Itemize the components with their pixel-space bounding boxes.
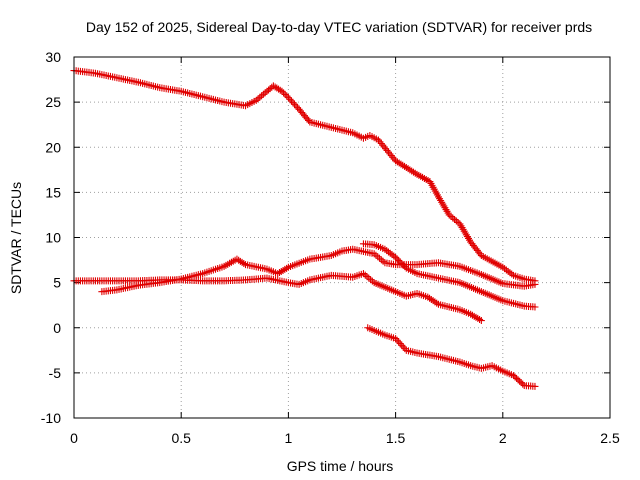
x-tick-label: 2 xyxy=(499,430,507,446)
series-track-4 xyxy=(359,240,539,311)
data-point-marker xyxy=(396,258,404,266)
series-track-5 xyxy=(364,324,539,390)
data-point-marker xyxy=(284,94,292,102)
data-point-marker xyxy=(449,214,457,222)
data-point-marker xyxy=(395,338,403,346)
data-point-marker xyxy=(259,90,267,98)
data-point-marker xyxy=(278,87,286,95)
data-point-marker xyxy=(393,255,401,263)
data-point-marker xyxy=(531,303,539,311)
grid-lines xyxy=(74,57,610,418)
data-point-marker xyxy=(396,340,404,348)
data-point-marker xyxy=(531,382,539,390)
data-point-marker xyxy=(361,271,369,279)
data-point-marker xyxy=(374,253,382,261)
x-axis-label: GPS time / hours xyxy=(287,458,394,474)
data-point-marker xyxy=(392,253,400,261)
data-point-marker xyxy=(377,256,385,264)
data-point-marker xyxy=(401,345,409,353)
data-point-marker xyxy=(280,89,288,97)
axis-ticks: 0 0.5 1 1.5 2 2.5 -10 -5 0 5 10 15 20 25 30 xyxy=(41,49,620,446)
data-point-marker xyxy=(392,335,400,343)
series-track-1 xyxy=(70,67,539,285)
data-point-marker xyxy=(398,260,406,268)
data-point-marker xyxy=(286,95,294,103)
data-point-marker xyxy=(367,276,375,284)
y-tick-label: 5 xyxy=(53,275,61,291)
data-point-marker xyxy=(256,93,264,101)
data-point-marker xyxy=(258,92,266,100)
data-point-marker xyxy=(287,97,295,105)
x-tick-label: 0.5 xyxy=(171,430,191,446)
y-axis-label: SDTVAR / TECUs xyxy=(8,182,24,294)
x-tick-label: 1.5 xyxy=(386,430,406,446)
data-point-marker xyxy=(283,92,291,100)
data-point-marker xyxy=(240,259,248,267)
x-tick-label: 2.5 xyxy=(600,430,620,446)
data-point-marker xyxy=(477,317,485,325)
y-tick-label: 30 xyxy=(45,49,61,65)
plot-frame xyxy=(73,56,611,419)
data-point-marker xyxy=(519,380,527,388)
data-point-marker xyxy=(379,257,387,265)
y-tick-label: 25 xyxy=(45,94,61,110)
y-tick-label: 20 xyxy=(45,139,61,155)
data-point-marker xyxy=(393,336,401,344)
series-track-2 xyxy=(70,270,485,325)
x-tick-label: 1 xyxy=(285,430,293,446)
y-tick-label: 0 xyxy=(53,320,61,336)
data-point-marker xyxy=(451,215,459,223)
data-point-marker xyxy=(365,274,373,282)
data-point-marker xyxy=(395,256,403,264)
chart-title: Day 152 of 2025, Sidereal Day-to-day VTE… xyxy=(86,19,592,35)
data-point-marker xyxy=(281,90,289,98)
data-point-marker xyxy=(376,254,384,262)
data-point-marker xyxy=(289,99,297,107)
data-point-marker xyxy=(531,280,539,288)
y-tick-label: 10 xyxy=(45,230,61,246)
data-point-marker xyxy=(398,341,406,349)
y-tick-label: -5 xyxy=(49,365,62,381)
data-point-marker xyxy=(452,217,460,225)
data-point-marker xyxy=(291,100,299,108)
data-point-marker xyxy=(292,102,300,110)
y-tick-label: 15 xyxy=(45,184,61,200)
data-point-marker xyxy=(401,263,409,271)
y-tick-label: -10 xyxy=(41,410,61,426)
data-point-marker xyxy=(399,261,407,269)
data-markers xyxy=(70,67,539,390)
data-point-marker xyxy=(399,343,407,351)
x-tick-label: 0 xyxy=(70,430,78,446)
